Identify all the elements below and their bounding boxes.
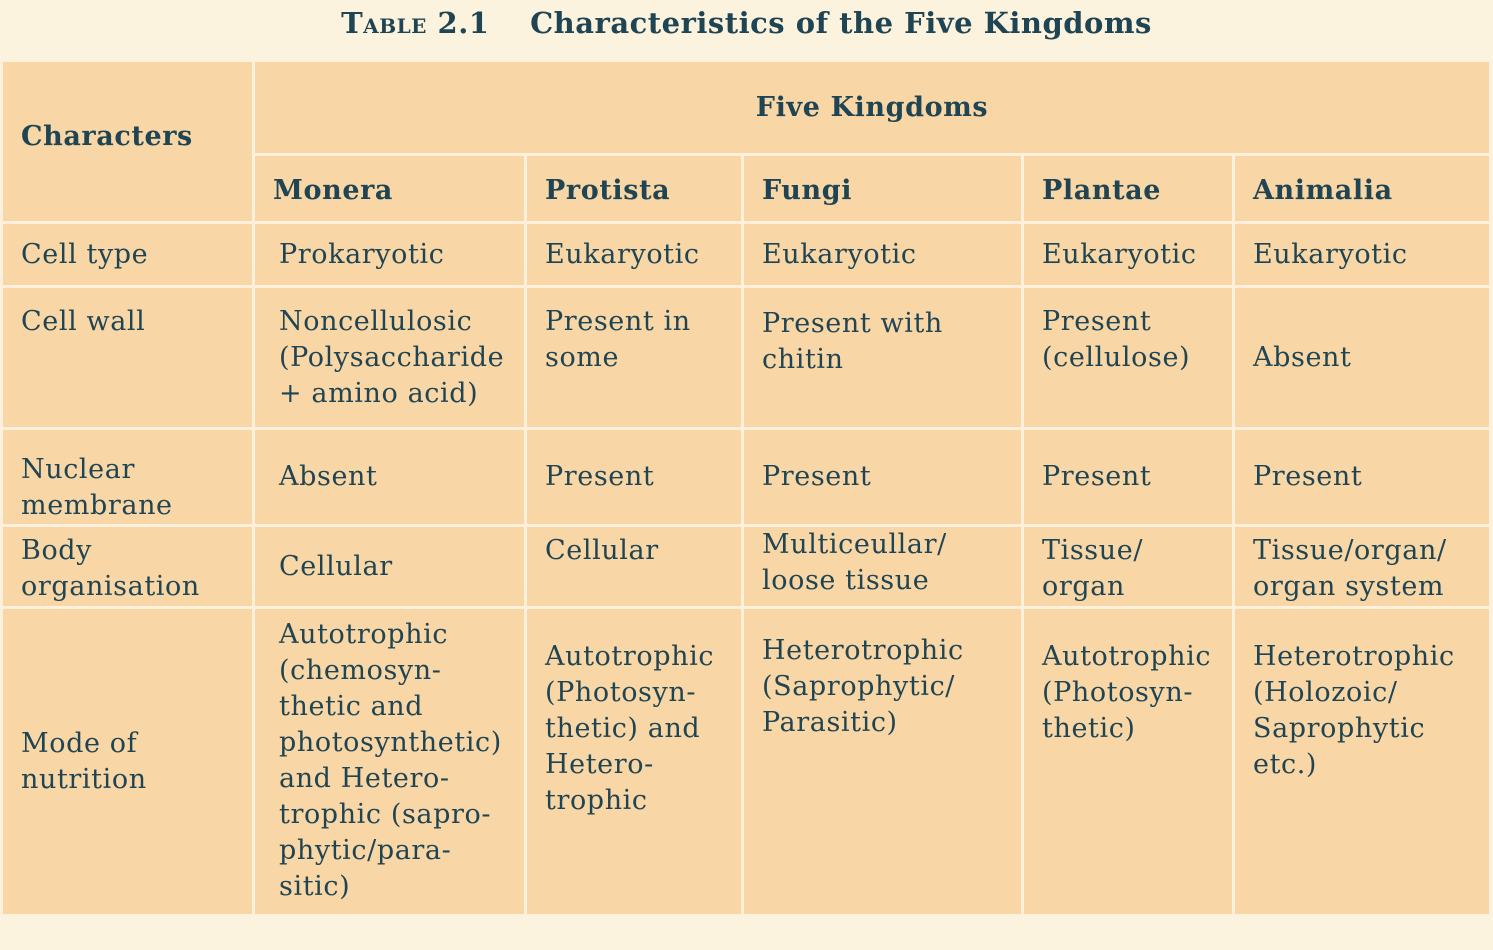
header-row-group: Characters Five Kingdoms [0, 59, 1492, 224]
table-cell: Eukaryotic [524, 221, 744, 288]
table-cell: Present in some [524, 285, 744, 430]
table-cell: Present [741, 427, 1024, 527]
row-label-mode-of-nutrition: Mode of nutrition [0, 606, 255, 917]
caption-number: 2.1 [437, 6, 490, 40]
five-kingdoms-header: Five Kingdoms [252, 59, 1492, 156]
table-cell: Multiceullar/ loose tissue [741, 524, 1024, 609]
table-cell: Eukaryotic [1021, 221, 1235, 288]
table-row-body-organisation: Body organisation Cellular Cellular Mult… [0, 524, 1492, 609]
row-label-nuclear-membrane: Nuclear membrane [0, 427, 255, 527]
table-cell: Autotrophic (Photosyn-thetic) [1021, 606, 1235, 917]
table-cell: Absent [1232, 285, 1492, 430]
table-cell: Noncellulosic (Polysaccharide + amino ac… [252, 285, 527, 430]
table-cell: Eukaryotic [1232, 221, 1492, 288]
table-cell: Autotrophic (Photosyn-thetic) and Hetero… [524, 606, 744, 917]
table-row-cell-wall: Cell wall Noncellulosic (Polysaccharide … [0, 285, 1492, 430]
table-row-nuclear-membrane: Nuclear membrane Absent Present Present … [0, 427, 1492, 527]
table-row-cell-type: Cell type Prokaryotic Eukaryotic Eukaryo… [0, 221, 1492, 288]
row-label-body-organisation: Body organisation [0, 524, 255, 609]
kingdom-header-animalia: Animalia [1232, 153, 1492, 224]
five-kingdoms-table: Characters Five Kingdoms Monera Protista… [0, 59, 1492, 917]
table-cell: Tissue/organ/ organ system [1232, 524, 1492, 609]
row-label-cell-wall: Cell wall [0, 285, 255, 430]
table-cell: Absent [252, 427, 527, 527]
kingdom-header-protista: Protista [524, 153, 744, 224]
table-cell: Eukaryotic [741, 221, 1024, 288]
characters-header: Characters [0, 59, 255, 224]
table-cell: Heterotrophic (Holozoic/ Saprophytic etc… [1232, 606, 1492, 917]
table-cell: Present [1232, 427, 1492, 527]
table-cell: Cellular [252, 524, 527, 609]
kingdom-header-monera: Monera [252, 153, 527, 224]
table-cell: Cellular [524, 524, 744, 609]
table-cell: Present (cellulose) [1021, 285, 1235, 430]
row-label-cell-type: Cell type [0, 221, 255, 288]
table-cell: Prokaryotic [252, 221, 527, 288]
table-cell: Present with chitin [741, 285, 1024, 430]
kingdom-header-fungi: Fungi [741, 153, 1024, 224]
table-cell: Tissue/ organ [1021, 524, 1235, 609]
kingdom-header-plantae: Plantae [1021, 153, 1235, 224]
table-caption: Table 2.1 Characteristics of the Five Ki… [0, 6, 1493, 40]
table-row-mode-of-nutrition: Mode of nutrition Autotrophic (chemosyn-… [0, 606, 1492, 917]
caption-title: Characteristics of the Five Kingdoms [530, 6, 1152, 40]
table-cell: Present [524, 427, 744, 527]
header-row-kingdoms: Monera Protista Fungi Plantae Animalia [2, 153, 1492, 224]
caption-label: Table [341, 6, 427, 40]
table-cell: Autotrophic (chemosyn-thetic and photosy… [252, 606, 527, 917]
table-cell: Present [1021, 427, 1235, 527]
table-cell: Heterotrophic (Saprophytic/ Parasitic) [741, 606, 1024, 917]
